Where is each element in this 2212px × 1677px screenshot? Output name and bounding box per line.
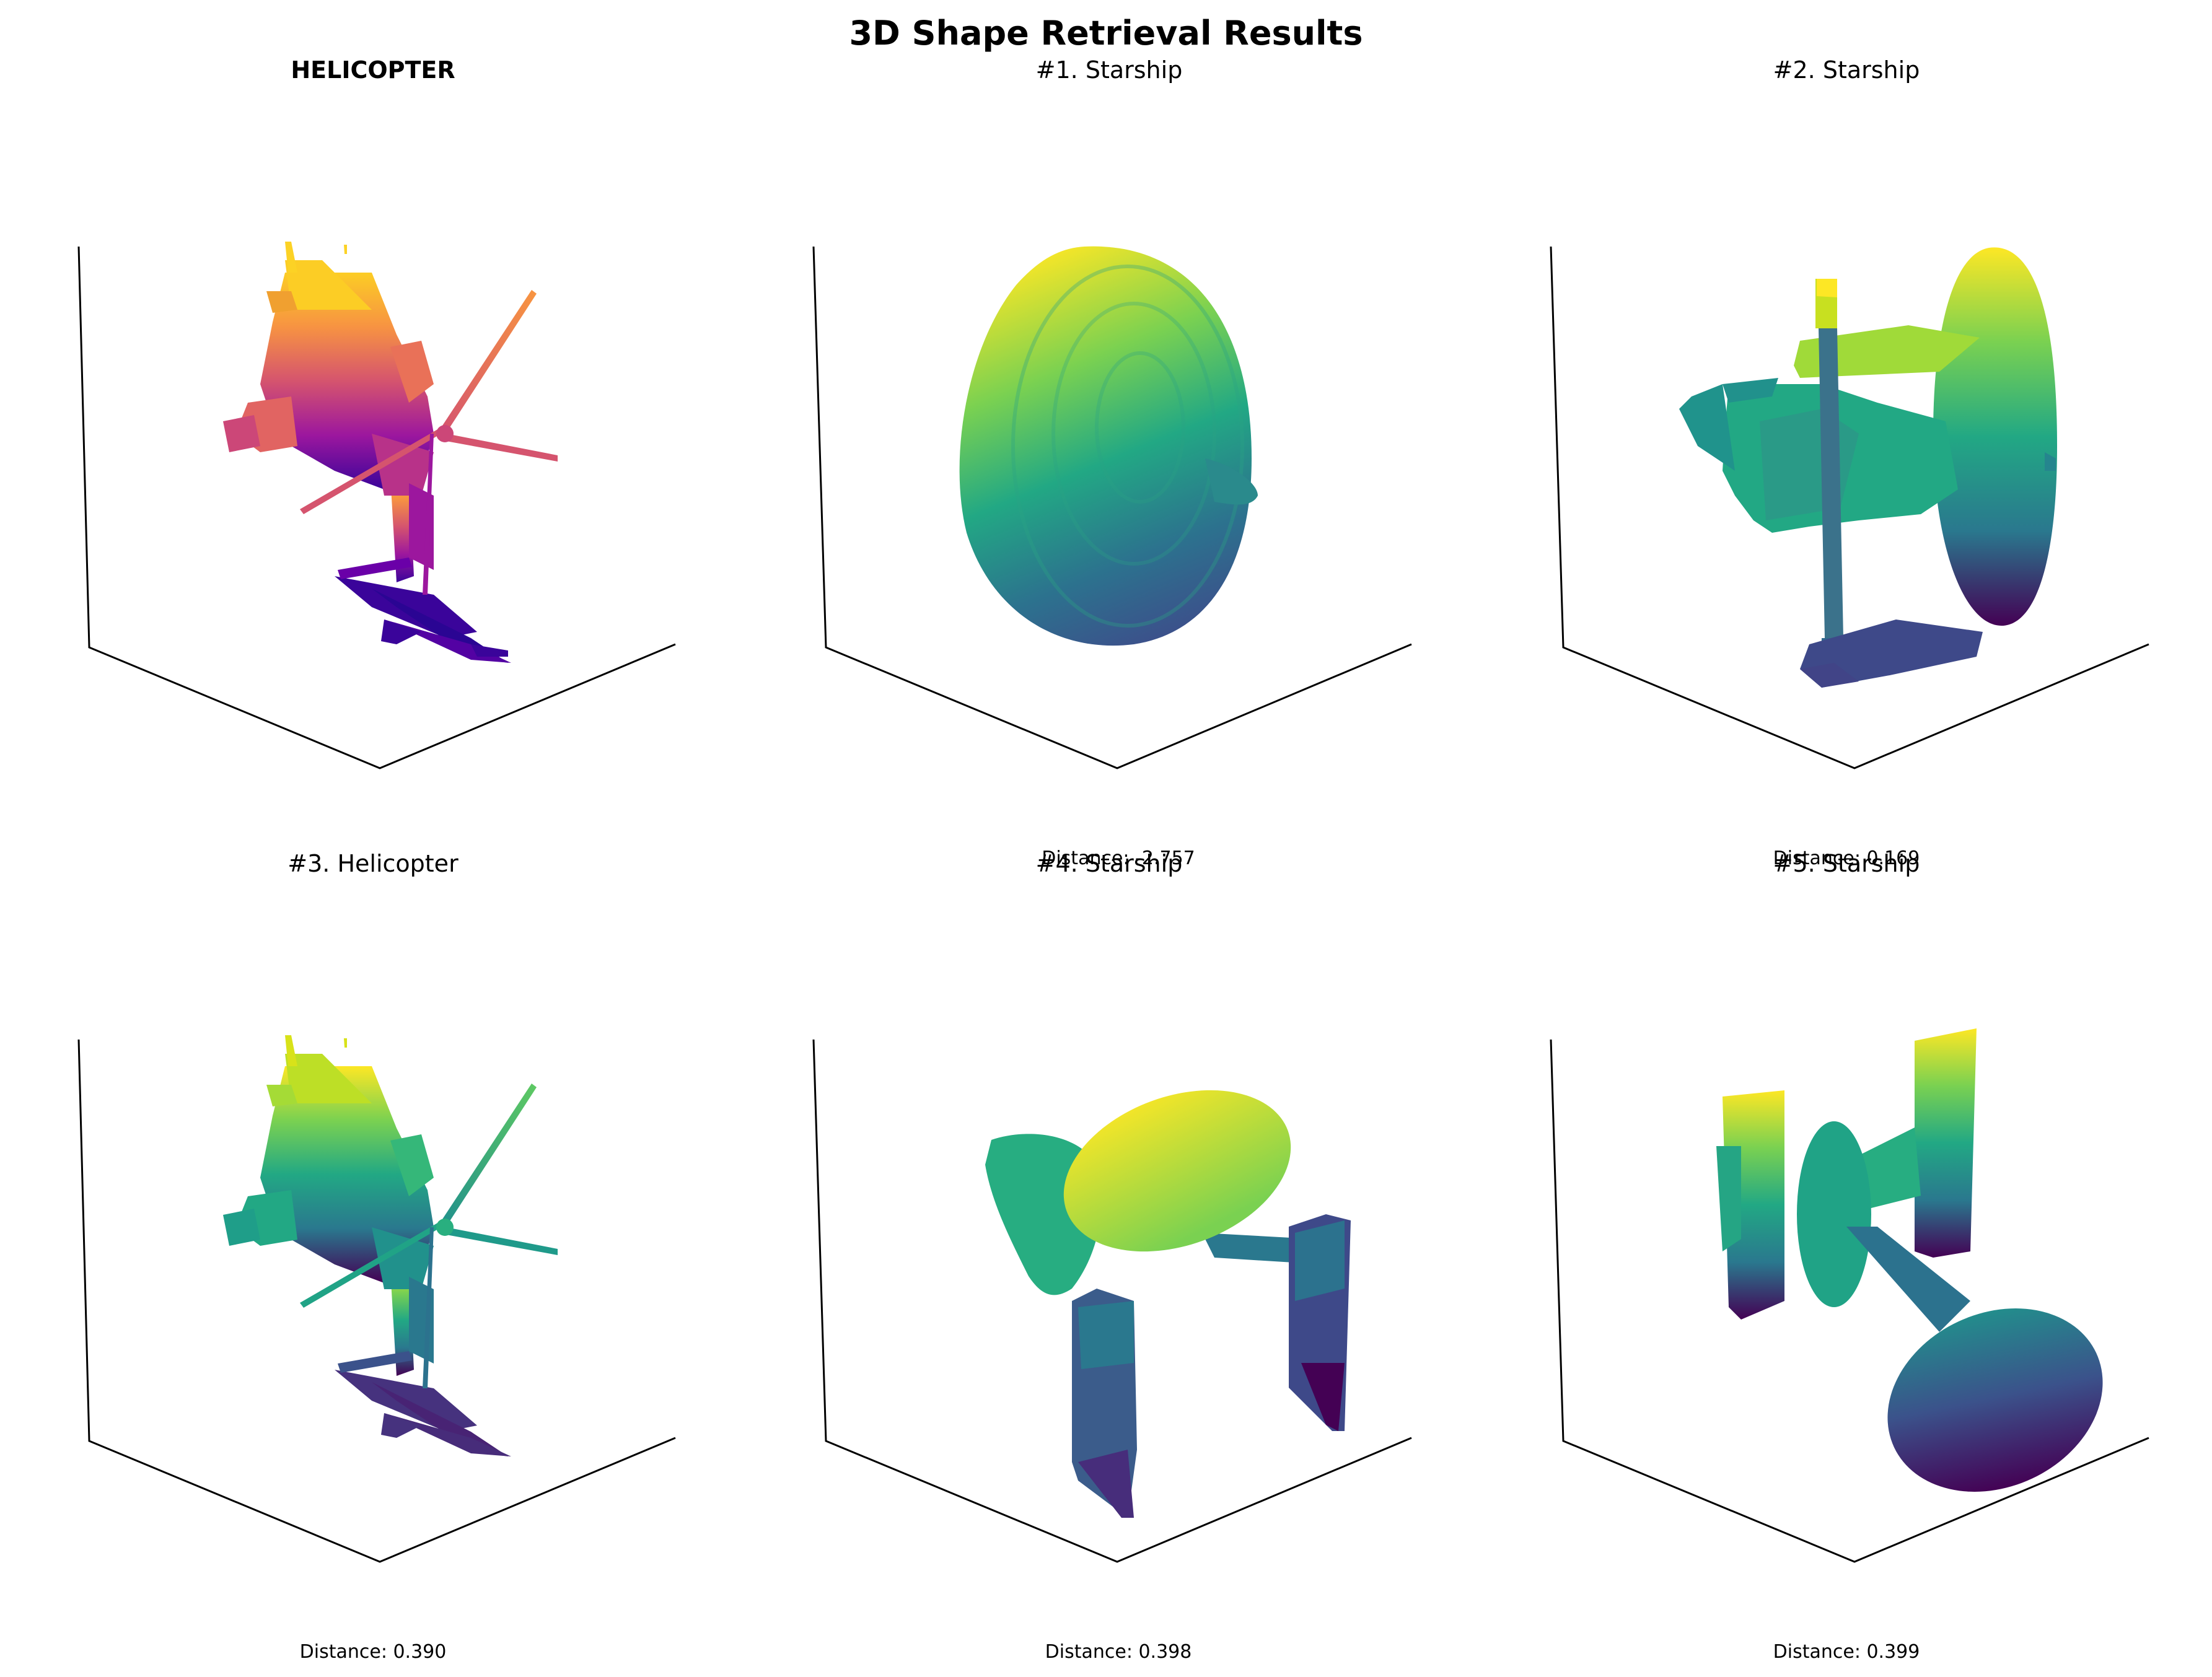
- result-5-distance: Distance: 0.399: [1773, 1641, 1920, 1663]
- result-2-title: #2. Starship: [1773, 56, 1920, 84]
- result-2-panel: [1550, 246, 2149, 769]
- result-1-axes: [812, 246, 1412, 769]
- result-3-title: #3. Helicopter: [287, 850, 459, 877]
- result-1-distance: Distance: -2.757: [1042, 847, 1195, 869]
- result-4-saucer-model: [985, 1090, 1351, 1518]
- result-1-title: #1. Starship: [1036, 56, 1183, 84]
- result-3-axes: [77, 1039, 676, 1563]
- query-title: HELICOPTER: [291, 56, 455, 84]
- result-1-panel: [812, 246, 1412, 769]
- result-4-distance: Distance: 0.398: [1045, 1641, 1192, 1663]
- result-3-helicopter-model: [223, 1035, 558, 1456]
- result-5-title: #5. Starship: [1773, 850, 1920, 877]
- result-4-axes: [812, 1039, 1412, 1563]
- result-1-dish-model: [959, 246, 1258, 646]
- figure-title: 3D Shape Retrieval Results: [849, 14, 1363, 53]
- result-2-axes: [1550, 246, 2149, 769]
- result-2-station-model: [1679, 247, 2057, 688]
- result-4-title: #4. Starship: [1036, 850, 1183, 877]
- result-5-cruiser-model: [1716, 1028, 2103, 1492]
- query-axes: [77, 246, 676, 769]
- query-helicopter-model: [223, 242, 558, 663]
- query-panel: [77, 242, 676, 769]
- result-3-distance: Distance: 0.390: [300, 1641, 447, 1663]
- result-5-axes: [1550, 1039, 2149, 1563]
- result-2-distance: Distance: 0.169: [1773, 847, 1920, 869]
- result-5-panel: [1550, 1028, 2149, 1563]
- result-3-panel: [77, 1035, 676, 1563]
- result-4-panel: [812, 1039, 1412, 1563]
